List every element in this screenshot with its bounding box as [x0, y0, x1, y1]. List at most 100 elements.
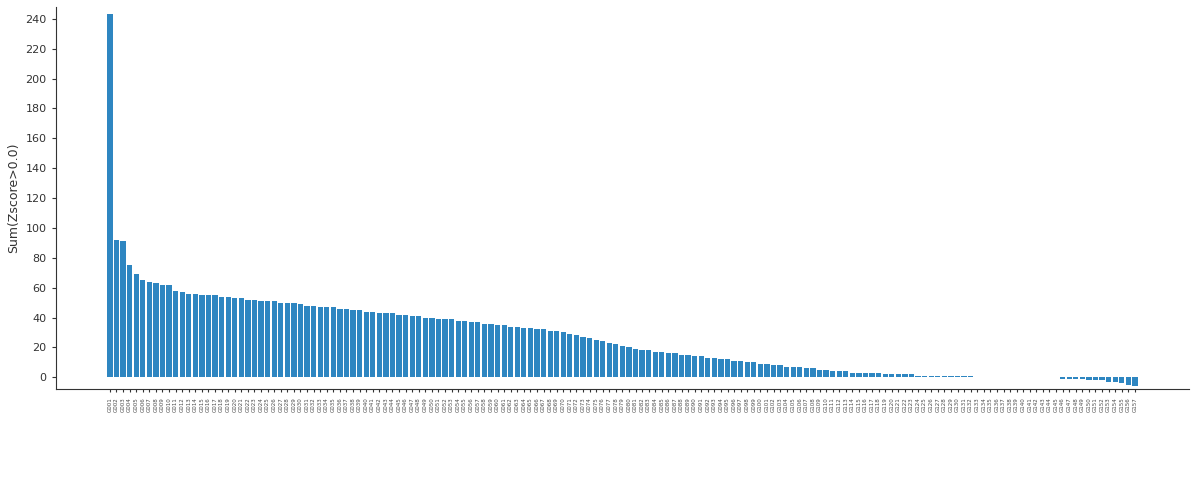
Bar	[646, 350, 652, 377]
Bar	[311, 305, 316, 377]
Bar	[593, 340, 599, 377]
Bar	[121, 242, 126, 377]
Bar	[1067, 377, 1072, 379]
Bar	[416, 316, 421, 377]
Bar	[856, 373, 861, 377]
Bar	[719, 359, 724, 377]
Bar	[1133, 377, 1137, 386]
Bar	[535, 329, 539, 377]
Bar	[935, 376, 940, 377]
Bar	[409, 316, 415, 377]
Bar	[771, 365, 776, 377]
Bar	[383, 313, 389, 377]
Bar	[811, 368, 816, 377]
Bar	[672, 353, 678, 377]
Bar	[849, 373, 855, 377]
Bar	[541, 329, 547, 377]
Bar	[232, 298, 237, 377]
Bar	[377, 313, 382, 377]
Bar	[633, 349, 639, 377]
Bar	[521, 328, 526, 377]
Bar	[954, 376, 960, 377]
Bar	[514, 326, 520, 377]
Bar	[435, 319, 441, 377]
Bar	[343, 308, 349, 377]
Bar	[495, 325, 500, 377]
Bar	[837, 371, 842, 377]
Bar	[587, 338, 592, 377]
Bar	[883, 374, 887, 377]
Bar	[179, 292, 185, 377]
Bar	[337, 308, 342, 377]
Bar	[370, 311, 376, 377]
Bar	[889, 374, 895, 377]
Bar	[777, 365, 782, 377]
Bar	[134, 274, 139, 377]
Bar	[1073, 377, 1079, 379]
Bar	[298, 304, 303, 377]
Bar	[193, 293, 199, 377]
Bar	[817, 370, 822, 377]
Bar	[902, 374, 908, 377]
Bar	[456, 320, 460, 377]
Y-axis label: Sum(Zscore>0.0): Sum(Zscore>0.0)	[7, 143, 20, 253]
Bar	[403, 314, 408, 377]
Bar	[706, 358, 710, 377]
Bar	[140, 280, 146, 377]
Bar	[1125, 377, 1131, 385]
Bar	[1093, 377, 1098, 380]
Bar	[758, 364, 763, 377]
Bar	[475, 322, 481, 377]
Bar	[909, 374, 914, 377]
Bar	[200, 295, 205, 377]
Bar	[462, 320, 468, 377]
Bar	[213, 295, 218, 377]
Bar	[804, 368, 808, 377]
Bar	[692, 356, 697, 377]
Bar	[1099, 377, 1105, 380]
Bar	[527, 328, 533, 377]
Bar	[948, 376, 953, 377]
Bar	[666, 353, 671, 377]
Bar	[928, 376, 934, 377]
Bar	[166, 285, 172, 377]
Bar	[271, 301, 276, 377]
Bar	[685, 355, 691, 377]
Bar	[561, 332, 566, 377]
Bar	[147, 282, 152, 377]
Bar	[350, 310, 355, 377]
Bar	[324, 307, 329, 377]
Bar	[732, 361, 737, 377]
Bar	[422, 317, 428, 377]
Bar	[153, 283, 159, 377]
Bar	[279, 302, 283, 377]
Bar	[653, 352, 658, 377]
Bar	[875, 373, 881, 377]
Bar	[941, 376, 947, 377]
Bar	[482, 323, 487, 377]
Bar	[896, 374, 901, 377]
Bar	[679, 355, 684, 377]
Bar	[508, 326, 513, 377]
Bar	[751, 362, 756, 377]
Bar	[173, 290, 178, 377]
Bar	[830, 371, 835, 377]
Bar	[798, 367, 803, 377]
Bar	[962, 376, 966, 377]
Bar	[501, 325, 507, 377]
Bar	[488, 323, 494, 377]
Bar	[330, 307, 336, 377]
Bar	[785, 367, 789, 377]
Bar	[292, 302, 297, 377]
Bar	[869, 373, 874, 377]
Bar	[640, 350, 645, 377]
Bar	[580, 337, 586, 377]
Bar	[745, 362, 750, 377]
Bar	[108, 14, 112, 377]
Bar	[245, 299, 250, 377]
Bar	[252, 299, 257, 377]
Bar	[698, 356, 704, 377]
Bar	[114, 240, 120, 377]
Bar	[1106, 377, 1111, 382]
Bar	[364, 311, 368, 377]
